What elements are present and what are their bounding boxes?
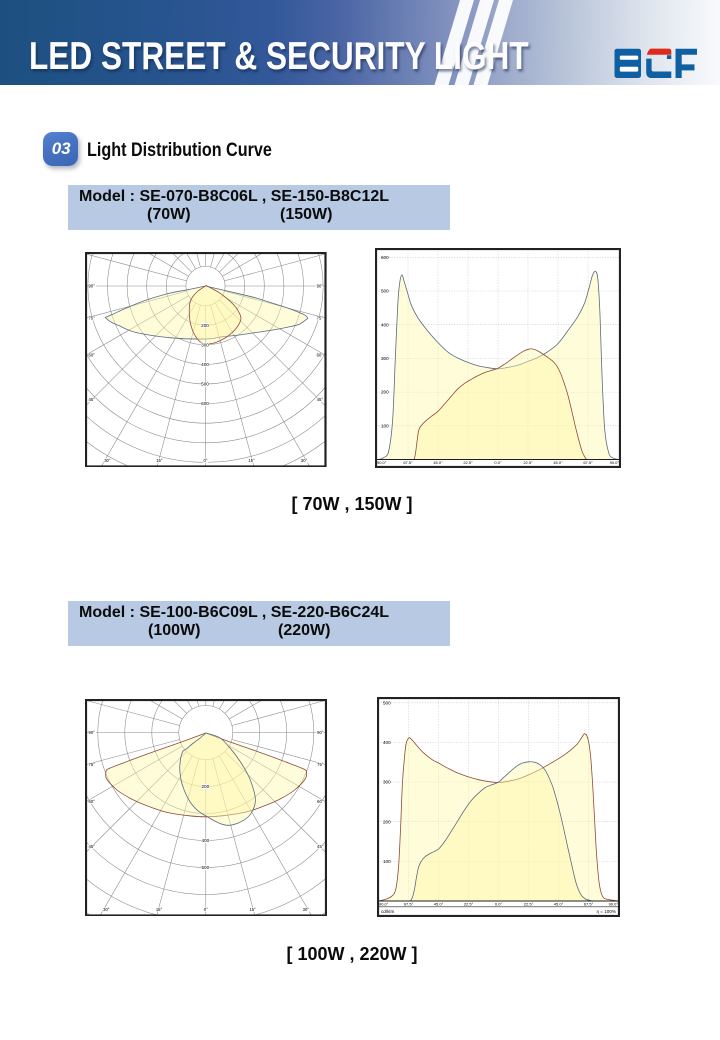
svg-text:67.5°: 67.5° — [583, 460, 593, 465]
svg-text:500: 500 — [201, 381, 209, 386]
svg-text:cd/klm: cd/klm — [381, 909, 394, 914]
svg-text:300: 300 — [383, 780, 391, 785]
svg-text:60°: 60° — [317, 799, 324, 804]
svg-text:90.0°: 90.0° — [379, 902, 389, 907]
svg-text:0.0°: 0.0° — [494, 460, 502, 465]
svg-text:90°: 90° — [89, 730, 96, 735]
svg-text:30°: 30° — [103, 906, 110, 911]
svg-text:400: 400 — [201, 362, 209, 367]
svg-text:300: 300 — [201, 342, 209, 347]
svg-text:600: 600 — [381, 255, 389, 260]
svg-text:300: 300 — [381, 356, 389, 361]
svg-text:45.0°: 45.0° — [553, 460, 563, 465]
svg-text:30°: 30° — [104, 457, 111, 462]
svg-text:75°: 75° — [89, 762, 96, 767]
svg-text:67.5°: 67.5° — [583, 902, 593, 907]
svg-text:200: 200 — [383, 819, 391, 824]
svg-text:90.0°: 90.0° — [610, 460, 620, 465]
svg-text:45°: 45° — [89, 843, 96, 848]
svg-text:45°: 45° — [89, 397, 96, 402]
svg-text:200: 200 — [201, 322, 209, 327]
svg-text:15°: 15° — [249, 906, 256, 911]
svg-text:60°: 60° — [317, 352, 324, 357]
svg-text:η = 100%: η = 100% — [596, 909, 616, 914]
svg-text:400: 400 — [383, 740, 391, 745]
svg-text:15°: 15° — [156, 457, 163, 462]
svg-text:60°: 60° — [89, 352, 96, 357]
svg-text:75°: 75° — [317, 762, 324, 767]
svg-text:75°: 75° — [317, 315, 324, 320]
svg-text:45.0°: 45.0° — [433, 460, 443, 465]
svg-text:22.5°: 22.5° — [463, 902, 473, 907]
svg-text:100: 100 — [383, 859, 391, 864]
svg-text:90.0°: 90.0° — [608, 902, 618, 907]
svg-text:30°: 30° — [303, 906, 310, 911]
svg-text:45.0°: 45.0° — [433, 902, 443, 907]
svg-text:67.5°: 67.5° — [403, 460, 413, 465]
svg-text:400: 400 — [381, 322, 389, 327]
svg-text:600: 600 — [201, 401, 209, 406]
svg-text:67.5°: 67.5° — [403, 902, 413, 907]
svg-text:90°: 90° — [89, 283, 96, 288]
svg-text:500: 500 — [381, 289, 389, 294]
svg-text:0°: 0° — [203, 457, 207, 462]
svg-text:30°: 30° — [301, 457, 308, 462]
svg-text:400: 400 — [201, 838, 209, 843]
svg-text:200: 200 — [381, 390, 389, 395]
svg-text:22.5°: 22.5° — [463, 460, 473, 465]
svg-text:500: 500 — [383, 700, 391, 705]
svg-text:500: 500 — [201, 865, 209, 870]
svg-text:45°: 45° — [317, 843, 324, 848]
svg-text:90°: 90° — [317, 730, 324, 735]
svg-text:90.0°: 90.0° — [377, 460, 387, 465]
svg-text:0.0°: 0.0° — [494, 902, 502, 907]
svg-text:45°: 45° — [317, 397, 324, 402]
svg-text:90°: 90° — [317, 283, 324, 288]
svg-text:22.5°: 22.5° — [523, 460, 533, 465]
svg-text:100: 100 — [381, 423, 389, 428]
svg-text:60°: 60° — [89, 799, 96, 804]
svg-text:15°: 15° — [156, 906, 163, 911]
svg-text:75°: 75° — [89, 315, 96, 320]
svg-text:0°: 0° — [204, 906, 208, 911]
svg-text:22.5°: 22.5° — [523, 902, 533, 907]
svg-text:45.0°: 45.0° — [553, 902, 563, 907]
svg-text:200: 200 — [201, 784, 209, 789]
svg-text:15°: 15° — [248, 457, 255, 462]
